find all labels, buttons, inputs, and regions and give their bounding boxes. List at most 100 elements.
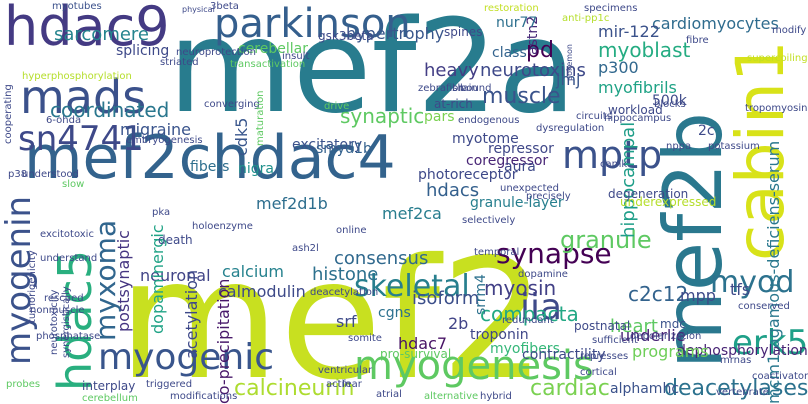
word-myofibers: myofibers xyxy=(490,341,560,357)
word-synapse: synapse xyxy=(496,237,612,270)
word-underexpressed: underexpressed xyxy=(620,195,717,209)
word-hdac9: hdac9 xyxy=(4,0,170,58)
word-cdk5: cdk5 xyxy=(232,117,251,156)
word-depolarization: depolarization xyxy=(630,331,702,342)
word-iia: iia xyxy=(520,287,563,328)
word-co-precipitation: co-precipitation xyxy=(214,278,233,404)
word-myogenesis: myogenesis xyxy=(354,343,594,389)
word-muscle: muscle xyxy=(482,84,561,109)
word-endogenous: endogenous xyxy=(458,115,520,126)
word-slow: slow xyxy=(62,179,85,190)
word-cerebellum: cerebellum xyxy=(82,393,138,404)
word-circuits: circuits xyxy=(576,111,612,122)
word-nonmuscle: nonmuscle xyxy=(30,305,85,316)
word-myogenic: myogenic xyxy=(98,337,275,378)
word-granule: granule xyxy=(560,226,652,254)
word-somite: somite xyxy=(348,333,382,344)
word-potassium: potassium xyxy=(708,141,760,152)
word-mef2ca: mef2ca xyxy=(382,204,442,223)
word-synergistically: synergistically xyxy=(61,286,72,358)
word-mef2: mef2 xyxy=(118,224,546,404)
word-neurotoxicity: neurotoxicity xyxy=(49,289,60,355)
word-selectively: selectively xyxy=(462,215,516,226)
word-pars: pars xyxy=(424,109,455,125)
word-500k: 500k xyxy=(652,93,687,109)
word-postnatal: postnatal xyxy=(574,319,631,333)
word-at-rich: at-rich xyxy=(434,97,473,111)
word-mef2a: mef2a xyxy=(168,0,577,142)
word-zebrafish: zebrafish xyxy=(418,83,464,94)
word-consensus: consensus xyxy=(334,248,429,269)
word-mef2chdac4: mef2chdac4 xyxy=(24,123,396,193)
word-dephosphorylation: dephosphorylation xyxy=(677,343,808,359)
word-cardiac: cardiac xyxy=(530,376,610,401)
word-striated: striated xyxy=(160,57,199,68)
word-tropomyosin: tropomyosin xyxy=(745,103,808,114)
word-embryogenesis: embryogenesis xyxy=(126,135,203,146)
word-dysregulation: dysregulation xyxy=(536,123,605,134)
word-myosin: myosin xyxy=(484,276,557,300)
word-nigra: nigra xyxy=(238,161,274,177)
word-conserved: conserved xyxy=(738,301,790,312)
word-drive: drive xyxy=(324,101,350,112)
word-photoreceptor: photoreceptor xyxy=(418,167,518,183)
word-nppa: nppa xyxy=(666,141,692,152)
word-synaptic: synaptic xyxy=(340,104,425,128)
word-atrial: atrial xyxy=(376,389,402,400)
word-fear: fear xyxy=(342,379,362,390)
word-mads: mads xyxy=(20,70,147,124)
word-hippocampal: hippocampal xyxy=(618,121,639,238)
word-pka: pka xyxy=(152,207,171,218)
word-spines: spines xyxy=(444,25,483,39)
word-calcium: calcium xyxy=(222,262,285,281)
word-cerebellar: cerebellar xyxy=(238,41,308,57)
word-calmodulin: calmodulin xyxy=(218,282,306,301)
word-pd: pd xyxy=(526,38,554,63)
word-transactivation: transactivation xyxy=(230,59,306,70)
word-neuronal: neuronal xyxy=(140,266,211,285)
word-hybrid: hybrid xyxy=(480,391,512,402)
word-maturation: maturation xyxy=(255,90,266,146)
word-mir-122: mir-122 xyxy=(598,22,660,41)
word-myotubes: myotubes xyxy=(52,1,102,12)
word-dopamine: dopamine xyxy=(518,269,568,280)
word-troponin: troponin xyxy=(470,327,529,343)
word-sarcomere: sarcomere xyxy=(54,24,150,45)
word-mdc: mdc xyxy=(660,317,686,331)
word-postsynaptic: postsynaptic xyxy=(114,230,133,332)
word-redundant: redundant xyxy=(502,315,554,326)
word-physical: physical xyxy=(182,5,215,14)
word-probes: probes xyxy=(6,379,41,390)
word-modifications: modifications xyxy=(170,391,238,402)
word-degeneration: degeneration xyxy=(608,187,689,201)
word-bound: bound xyxy=(460,83,492,94)
word-coactivator: coactivator xyxy=(752,371,808,382)
word-mptp: mptp xyxy=(562,133,663,177)
word-heart: heart xyxy=(610,316,658,337)
word-myofibrils: myofibrils xyxy=(598,78,677,97)
word-specimens: specimens xyxy=(584,3,638,14)
word-understand: understand xyxy=(40,253,98,264)
word-granule-layer: granule-layer xyxy=(470,195,564,211)
word-mef2d1b: mef2d1b xyxy=(256,194,328,213)
word-compacta: compacta xyxy=(480,302,579,326)
word-deacetylases: deacetylases xyxy=(664,376,808,401)
word-erk5: erk5 xyxy=(732,323,808,363)
word-nur77: nur77 xyxy=(496,15,538,31)
word-hypertrophy: hypertrophy xyxy=(346,24,445,43)
word-sufficient: sufficient xyxy=(592,335,638,346)
word-hdac7: hdac7 xyxy=(398,334,448,353)
word-pro-survival: pro-survival xyxy=(380,347,452,361)
word-camk: camk xyxy=(600,159,628,170)
word-triggered: triggered xyxy=(146,379,193,390)
word-6-ohda: 6-ohda xyxy=(46,115,82,126)
word-cardiomyocytes: cardiomyocytes xyxy=(652,14,779,33)
word-understood: understood xyxy=(22,169,80,180)
word-jmj: jmj xyxy=(556,70,581,89)
word-alternative: alternative xyxy=(424,391,479,402)
word-srf: srf xyxy=(336,312,357,331)
word-converging: converging xyxy=(204,99,260,110)
word-rescued: rescued xyxy=(44,293,84,304)
word-excitatory: excitatory xyxy=(292,137,363,153)
